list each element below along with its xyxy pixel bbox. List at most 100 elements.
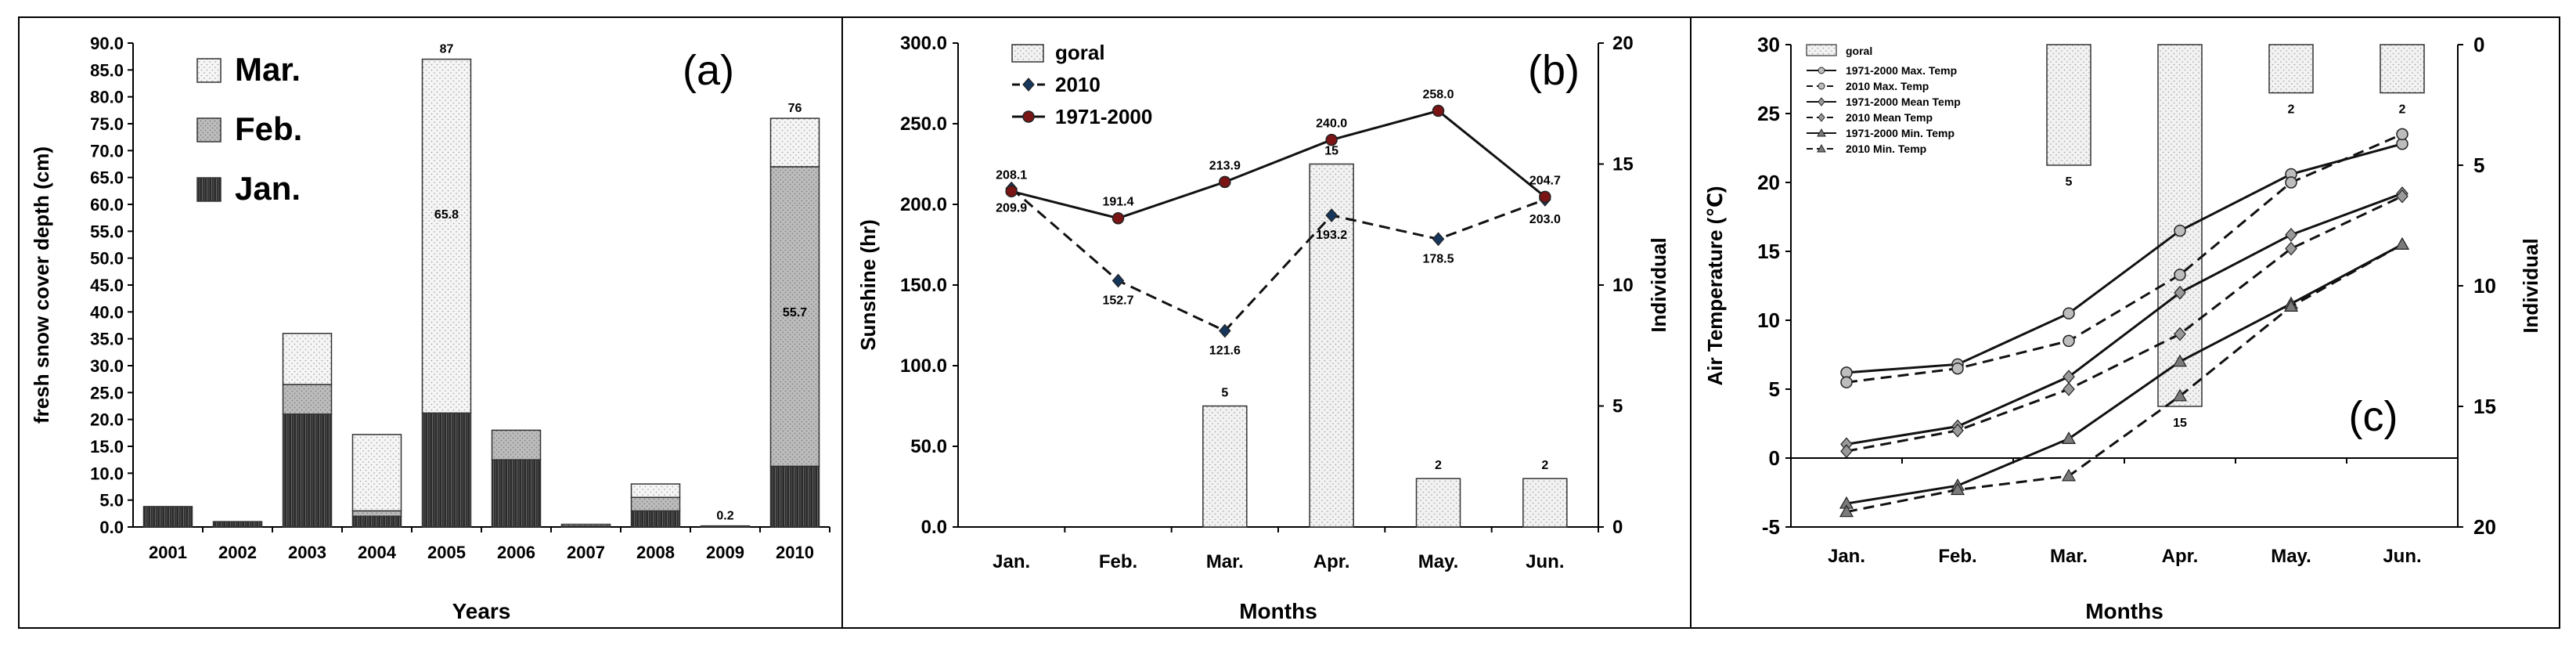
bar-segment-mar — [421, 58, 472, 414]
y-tick-label: 20 — [1757, 171, 1780, 194]
legend-swatch — [196, 177, 222, 202]
legend-swatch-goral — [1011, 44, 1044, 63]
series-line-1 — [1846, 133, 2403, 384]
y2-tick-label: 10 — [1612, 275, 1634, 296]
series-marker-4 — [2172, 354, 2188, 367]
legend-label-goral: goral — [1846, 45, 1872, 57]
bar-segment-jan — [212, 521, 263, 528]
marker-1971-2000 — [1539, 190, 1551, 204]
bar-segment-mar — [630, 483, 681, 498]
data-label: 55.7 — [783, 306, 807, 319]
x-tick-label: 2001 — [149, 543, 187, 562]
y-tick-label: 85.0 — [90, 60, 124, 80]
y-tick-label: 15.0 — [90, 437, 124, 457]
y-tick-label: 55.0 — [90, 222, 124, 241]
series-marker-5 — [2394, 236, 2410, 250]
x-tick-label: 2005 — [427, 543, 466, 562]
x-tick-label: Apr. — [1313, 551, 1350, 572]
goral-bar-label: 2 — [2288, 103, 2295, 117]
x-tick-label: 2008 — [636, 543, 675, 562]
series-marker-1 — [2396, 128, 2408, 141]
y-tick-label: 0.0 — [921, 517, 947, 538]
y2-tick-label: 10 — [2473, 274, 2496, 298]
x-tick-label: Mar. — [2050, 546, 2088, 567]
x-tick-label: Feb. — [1938, 546, 1976, 567]
marker-1971-2000 — [1005, 185, 1018, 198]
series-line-0 — [1846, 143, 2403, 374]
series-marker-1 — [2063, 334, 2075, 348]
series-marker-3 — [2396, 189, 2408, 204]
bar-segment-jan — [142, 506, 193, 528]
legend-marker-5 — [1817, 143, 1826, 153]
x-tick-label: Jan. — [993, 551, 1030, 572]
y-axis-title: Air Temperature (℃) — [1703, 186, 1727, 386]
x-tick-label: Jun. — [2383, 546, 2421, 567]
legend-label: Mar. — [235, 51, 301, 88]
bar-segment-jan — [700, 525, 751, 528]
x-tick-label: 2003 — [288, 543, 326, 562]
series-marker-1 — [2285, 176, 2297, 189]
goral-bar — [1309, 163, 1354, 528]
panel-label: (a) — [683, 47, 734, 94]
goral-bar — [1522, 478, 1568, 528]
series-marker-5 — [1839, 504, 1854, 518]
y-tick-label: 45.0 — [90, 276, 124, 295]
series-marker-2 — [2285, 227, 2297, 242]
bar-segment-feb — [351, 510, 402, 518]
y-tick-label: 50.0 — [90, 249, 124, 269]
y-tick-label: 0.0 — [99, 518, 124, 537]
legend-label-0: 1971-2000 Max. Temp — [1846, 64, 1957, 77]
marker-2010 — [1325, 208, 1338, 222]
legend-marker-3 — [1818, 113, 1825, 122]
series-marker-1 — [1840, 376, 1853, 388]
legend-marker-4 — [1817, 128, 1826, 137]
x-tick-label: 2009 — [706, 543, 744, 562]
y2-tick-label: 15 — [2473, 395, 2496, 418]
series-marker-0 — [2174, 224, 2186, 237]
data-label-2010: 193.2 — [1316, 229, 1347, 242]
data-label-2010: 152.7 — [1102, 294, 1133, 307]
goral-bar-label: 2 — [1541, 459, 1548, 472]
x-tick-label: Mar. — [1206, 551, 1244, 572]
goral-bar — [2046, 44, 2091, 166]
legend-label-2010: 2010 — [1055, 73, 1101, 96]
bar-segment-mar — [769, 117, 820, 168]
data-label: 76 — [788, 102, 802, 115]
sunshine-chart: 0.0 50.0 100.0 150.0 200.0 250.0 300.0 0 5 10 15 20… — [856, 33, 1670, 623]
legend-label-3: 2010 Mean Temp — [1846, 111, 1933, 124]
goral-bar-label: 2 — [1435, 459, 1442, 472]
goral-bar-label: 15 — [2173, 417, 2187, 430]
y-tick-label: 35.0 — [90, 330, 124, 349]
data-label-1971-2000: 208.1 — [996, 168, 1027, 182]
temperature-chart: -5 0 5 10 15 20 25 30 0 5 10 15 20 Jan. Feb. Mar. 5 Apr. 1… — [1703, 33, 2542, 623]
y-tick-label: 10 — [1757, 309, 1780, 332]
series-marker-3 — [2174, 327, 2186, 341]
y-tick-label: 25 — [1757, 102, 1780, 125]
series-marker-5 — [2061, 468, 2077, 482]
data-label-1971-2000: 191.4 — [1102, 196, 1133, 209]
bar-segment-jan — [491, 459, 542, 528]
data-label-2010: 209.9 — [996, 202, 1027, 215]
series-marker-5 — [1950, 482, 1965, 496]
y-tick-label: 50.0 — [910, 436, 947, 457]
series-line-2 — [1846, 192, 2403, 446]
y-tick-label: 5 — [1769, 377, 1780, 401]
legend-label: Jan. — [235, 170, 301, 207]
bar-segment-mar — [282, 333, 333, 385]
series-marker-4 — [2061, 431, 2077, 444]
legend-label-1971-2000: 1971-2000 — [1055, 105, 1152, 128]
y-tick-label: 10.0 — [90, 464, 124, 483]
y-tick-label: 80.0 — [90, 88, 124, 107]
legend-swatch-goral — [1806, 44, 1837, 56]
bar-segment-jan — [282, 413, 333, 528]
goral-bar-label: 15 — [1324, 145, 1338, 158]
legend-marker-1 — [1818, 82, 1825, 90]
x-tick-label: 2007 — [567, 543, 605, 562]
goral-bar-label: 5 — [1221, 387, 1228, 400]
y-tick-label: 65.0 — [90, 168, 124, 188]
legend-marker-1971-2000 — [1022, 110, 1035, 123]
y2-tick-label: 20 — [2473, 515, 2496, 539]
x-tick-label: May. — [1418, 551, 1459, 572]
goral-bar — [2268, 44, 2314, 94]
